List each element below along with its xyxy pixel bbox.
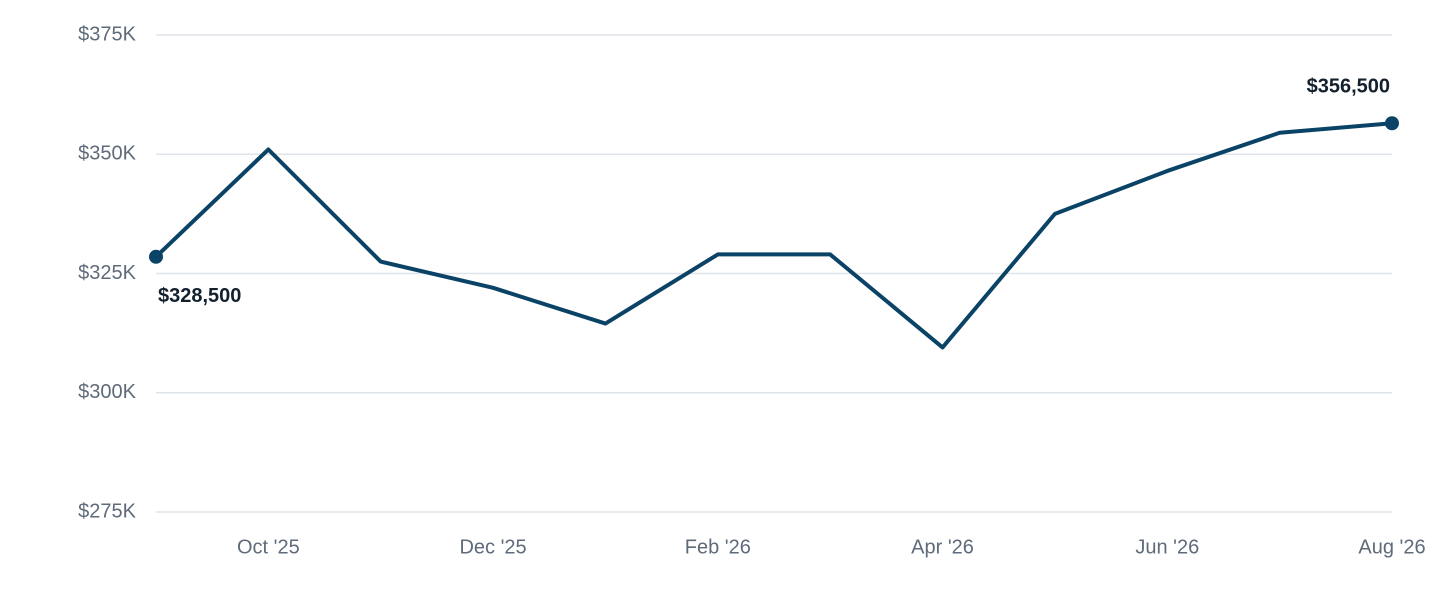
y-tick-label: $325K (78, 262, 136, 284)
x-tick-label: Aug '26 (1358, 536, 1425, 558)
series-line (154, 121, 1393, 350)
y-tick-label: $375K (78, 23, 136, 45)
x-tick-label: Oct '25 (237, 536, 300, 558)
data-label: $328,500 (158, 285, 241, 307)
x-tick-label: Jun '26 (1135, 536, 1199, 558)
x-tick-label: Feb '26 (685, 536, 751, 558)
y-tick-label: $300K (78, 381, 136, 403)
x-tick-label: Dec '25 (459, 536, 526, 558)
data-label: $356,500 (1307, 76, 1390, 98)
data-point (149, 249, 163, 264)
data-point (1385, 116, 1399, 131)
x-tick-label: Apr '26 (911, 536, 974, 558)
y-tick-label: $350K (78, 143, 136, 165)
y-tick-label: $275K (78, 500, 136, 522)
